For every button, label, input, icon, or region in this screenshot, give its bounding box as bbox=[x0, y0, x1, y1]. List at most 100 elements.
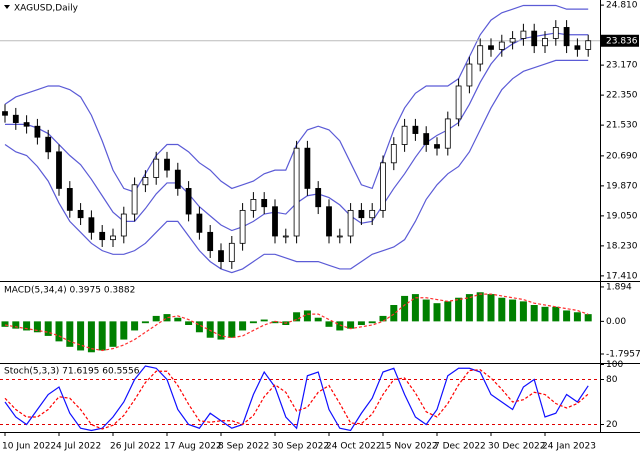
y-tick-label: -1.7957 bbox=[606, 350, 640, 360]
candle-body bbox=[34, 125, 41, 138]
candle-body bbox=[423, 133, 430, 145]
macd-bar bbox=[455, 297, 463, 322]
candle-body bbox=[88, 217, 95, 233]
candle-body bbox=[455, 85, 462, 120]
candle-body bbox=[164, 158, 170, 171]
candle-body bbox=[369, 209, 376, 219]
macd-bar bbox=[379, 315, 387, 322]
macd-bar bbox=[77, 321, 85, 351]
candle-body bbox=[336, 235, 343, 238]
x-tick-label: 7 Dec 2022 bbox=[434, 442, 486, 452]
macd-bar bbox=[487, 294, 495, 322]
candle-body bbox=[434, 144, 440, 149]
y-tick-label: 23.170 bbox=[606, 61, 638, 71]
candle-body bbox=[207, 231, 214, 252]
macd-bar bbox=[509, 299, 517, 322]
macd-bar bbox=[368, 321, 376, 324]
stoch-main bbox=[4, 365, 589, 432]
candle-body bbox=[401, 125, 408, 145]
macd-bar bbox=[33, 321, 41, 333]
macd-bar bbox=[401, 295, 409, 322]
macd-title: MACD(5,34,4) 0.3975 0.3882 bbox=[4, 286, 135, 296]
last-price-box bbox=[601, 34, 639, 47]
macd-bar bbox=[66, 321, 74, 347]
y-tick-label: 21.530 bbox=[606, 121, 638, 131]
candle-body bbox=[293, 147, 300, 237]
candle-body bbox=[174, 169, 181, 189]
macd-bar bbox=[109, 321, 117, 347]
macd-bar bbox=[530, 305, 538, 322]
x-tick-label: 17 Aug 2022 bbox=[164, 442, 222, 452]
x-tick-label: 24 Oct 2022 bbox=[326, 442, 382, 452]
candle-body bbox=[531, 30, 538, 47]
macd-bar bbox=[206, 321, 214, 338]
macd-bar bbox=[519, 301, 527, 322]
candle-body bbox=[282, 235, 289, 238]
y-tick-label: 20 bbox=[606, 420, 618, 430]
candle-body bbox=[2, 111, 8, 116]
y-tick-label: 20.690 bbox=[606, 151, 638, 161]
candle-body bbox=[153, 158, 160, 178]
macd-bar bbox=[98, 321, 106, 351]
macd-bar bbox=[87, 321, 95, 353]
y-tick-label: 0.00 bbox=[606, 317, 626, 327]
macd-bar bbox=[23, 321, 31, 331]
candle-body bbox=[315, 188, 322, 208]
macd-bar bbox=[476, 292, 484, 322]
candle-body bbox=[390, 144, 397, 164]
macd-bar bbox=[185, 321, 193, 325]
macd-bar bbox=[141, 321, 149, 324]
macd-bar bbox=[584, 314, 592, 322]
macd-bar bbox=[163, 314, 171, 322]
macd-bar bbox=[433, 303, 441, 322]
candle-body bbox=[228, 242, 235, 263]
stoch-title: Stoch(5,3,3) 71.6195 60.5556 bbox=[4, 367, 140, 377]
macd-bar bbox=[444, 301, 452, 322]
macd-bar bbox=[325, 321, 333, 327]
x-tick-label: 30 Dec 2022 bbox=[488, 442, 546, 452]
candle-body bbox=[358, 209, 365, 219]
macd-bar bbox=[314, 317, 322, 322]
macd-bar bbox=[174, 317, 182, 322]
macd-bar bbox=[390, 305, 398, 322]
macd-bar bbox=[498, 297, 506, 322]
macd-bar bbox=[336, 321, 344, 331]
macd-bar bbox=[465, 294, 473, 322]
macd-bar bbox=[563, 310, 571, 322]
candle-body bbox=[563, 27, 570, 47]
x-tick-label: 10 Jun 2022 bbox=[2, 442, 56, 452]
candle-body bbox=[142, 177, 149, 186]
macd-bar bbox=[249, 321, 257, 324]
candle-body bbox=[131, 184, 138, 215]
x-tick-label: 4 Jul 2022 bbox=[56, 442, 101, 452]
candle-body bbox=[12, 114, 19, 123]
macd-bar bbox=[271, 321, 279, 324]
macd-bar bbox=[152, 315, 160, 322]
candle-body bbox=[585, 40, 592, 50]
candle-body bbox=[380, 162, 386, 211]
y-tick-label: 17.410 bbox=[606, 271, 638, 281]
x-tick-label: 8 Sep 2022 bbox=[218, 442, 269, 452]
macd-bar bbox=[1, 321, 9, 327]
x-tick-label: 26 Jul 2022 bbox=[110, 442, 161, 452]
y-tick-label: 80 bbox=[606, 375, 618, 385]
macd-bar bbox=[120, 321, 128, 340]
macd-bar bbox=[357, 321, 365, 325]
x-tick-label: 24 Jan 2023 bbox=[542, 442, 596, 452]
candle-body bbox=[488, 45, 494, 50]
macd-bar bbox=[217, 321, 225, 340]
candle-body bbox=[552, 27, 559, 39]
candle-body bbox=[56, 151, 62, 189]
x-tick-label: 15 Nov 2022 bbox=[380, 442, 438, 452]
candle-body bbox=[347, 209, 354, 237]
candle-body bbox=[23, 122, 30, 127]
macd-bar bbox=[303, 310, 311, 322]
macd-bar bbox=[541, 306, 549, 322]
macd-bar bbox=[131, 321, 139, 331]
y-tick-label: 19.870 bbox=[606, 181, 638, 191]
symbol-menu-arrow bbox=[4, 5, 10, 9]
chart-title: XAGUSD,Daily bbox=[14, 4, 79, 14]
candle-body bbox=[477, 45, 484, 65]
